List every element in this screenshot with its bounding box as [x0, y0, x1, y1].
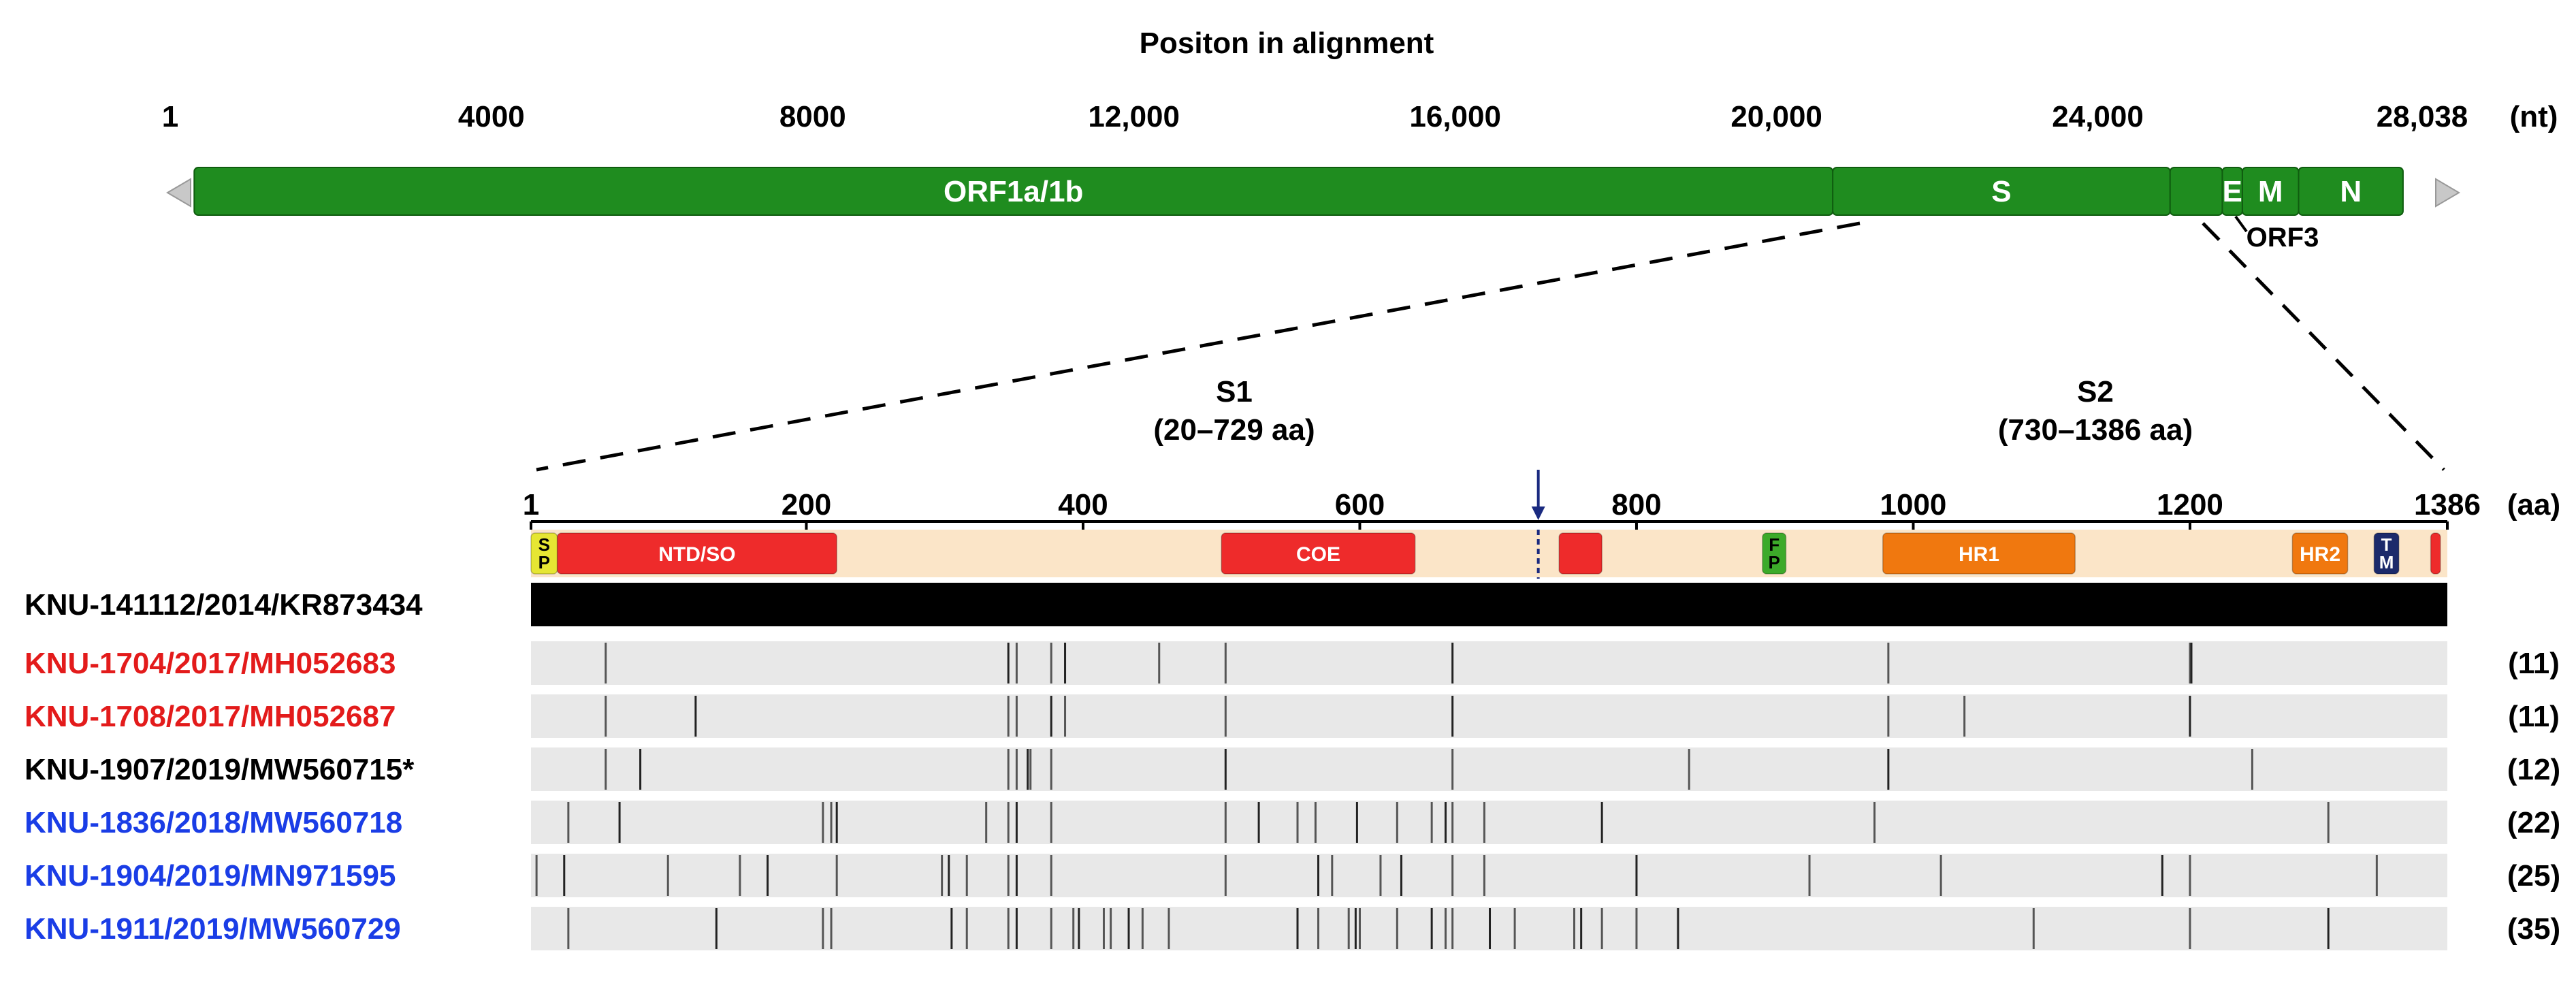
genome-tick-label: 24,000: [2052, 100, 2144, 133]
spike-domain: [2430, 532, 2441, 575]
mutation-count: (25): [2507, 859, 2560, 892]
strain-row: KNU-1904/2019/MN971595 (25): [25, 854, 2560, 897]
genome-tick-label: 16,000: [1409, 100, 1501, 133]
genome-tick-label: 1: [162, 100, 178, 133]
spike-domain: [2291, 532, 2349, 575]
spike-domain: [1221, 532, 1416, 575]
spike-unit-label: (aa): [2507, 488, 2560, 521]
spike-domain: [1882, 532, 2076, 575]
zoom-line-right: [2202, 222, 2445, 471]
spike-domain: [556, 532, 837, 575]
spike-band-background: [531, 530, 2447, 577]
genome-tick-label: 28,038: [2377, 100, 2468, 133]
spike-domain-band: S P NTD/SO COE F P HR1 HR2 T M: [530, 470, 2447, 579]
strain-row: KNU-1836/2018/MW560718 (22): [25, 801, 2560, 844]
genome-tick-label: 12,000: [1088, 100, 1180, 133]
gene-label: E: [2223, 175, 2242, 208]
spike-domain: [1558, 532, 1603, 575]
mutation-count: (22): [2507, 806, 2560, 839]
spike-axis: 1 200 400 600 800 1000 1200 1386: [523, 488, 2481, 530]
strain-row: KNU-1907/2019/MW560715* (12): [25, 747, 2560, 791]
strain-sequence-bar: [531, 801, 2447, 844]
strain-sequence-bar: [531, 747, 2447, 791]
spike-tick-label: 400: [1058, 488, 1108, 521]
strain-name: KNU-1708/2017/MH052687: [25, 700, 396, 733]
strain-sequence-bar: [531, 583, 2447, 626]
spike-tick-label: 1: [523, 488, 539, 521]
spike-domain-label: HR1: [1959, 543, 1999, 566]
spike-tick-label: 600: [1335, 488, 1385, 521]
strain-sequence-bar: [531, 854, 2447, 897]
gene-label: S: [1991, 175, 2011, 208]
strain-row: KNU-1704/2017/MH052683 (11): [25, 641, 2560, 685]
genome-tick-label: 4000: [458, 100, 525, 133]
strain-name: KNU-1904/2019/MN971595: [25, 859, 396, 892]
genome-map: ORF1a/1b S E M N: [166, 167, 2460, 216]
mutation-count: (11): [2508, 647, 2560, 680]
genome-tick-label: 8000: [779, 100, 846, 133]
gene-label: M: [2258, 175, 2283, 208]
mutation-count: (12): [2507, 753, 2560, 786]
s2-label: S2: [2077, 375, 2114, 408]
spike-domain: [1762, 532, 1787, 575]
spike-tick-label: 800: [1611, 488, 1661, 521]
mutation-count: (35): [2507, 912, 2560, 946]
gene-boxes: ORF1a/1b S E M N: [193, 167, 2404, 216]
strain-name: KNU-1836/2018/MW560718: [25, 806, 402, 839]
spike-domain-label: NTD/SO: [658, 543, 735, 566]
strain-mutation-rows: KNU-141112/2014/KR873434 KNU-1704/2017/MH…: [25, 583, 2560, 950]
strain-name: KNU-1911/2019/MW560729: [25, 912, 401, 946]
spike-domain-label: COE: [1296, 543, 1340, 566]
gene-label: N: [2340, 175, 2362, 208]
strain-row: KNU-141112/2014/KR873434: [25, 583, 2447, 626]
strain-row: KNU-1911/2019/MW560729 (35): [25, 907, 2560, 950]
genome-tick-label: 20,000: [1730, 100, 1822, 133]
spike-domain: [2373, 532, 2400, 575]
spike-tick-label: 200: [782, 488, 831, 521]
zoom-line-left: [536, 221, 1861, 472]
spike-tick-label: 1200: [2157, 488, 2223, 521]
utr-3-arrow: [2435, 178, 2460, 208]
cleavage-arrow-head: [1531, 506, 1545, 520]
strain-row: KNU-1708/2017/MH052687 (11): [25, 694, 2560, 738]
gene-box: [2298, 167, 2404, 216]
figure-title: Positon in alignment: [1140, 27, 1434, 60]
strain-sequence-bar: [531, 694, 2447, 738]
mutation-count: (11): [2508, 700, 2560, 733]
genome-unit-label: (nt): [2510, 100, 2558, 133]
gene-box: [2169, 167, 2223, 216]
gene-label: ORF1a/1b: [944, 175, 1083, 208]
s1-range: (20–729 aa): [1153, 413, 1315, 447]
strain-name: KNU-1907/2019/MW560715*: [25, 753, 415, 786]
strain-sequence-bar: [531, 641, 2447, 685]
spike-tick-label: 1000: [1880, 488, 1947, 521]
s1-label: S1: [1216, 375, 1253, 408]
strain-name: KNU-1704/2017/MH052683: [25, 647, 396, 680]
spike-tick-label: 1386: [2414, 488, 2481, 521]
orf3-label: ORF3: [2247, 223, 2319, 253]
orf3-pointer: [2234, 215, 2248, 233]
spike-domain-label: HR2: [2300, 543, 2340, 566]
strain-name: KNU-141112/2014/KR873434: [25, 588, 423, 622]
s2-range: (730–1386 aa): [1998, 413, 2193, 447]
genome-axis: 1 4000 8000 12,000 16,000 20,000 24,000 28,038: [162, 100, 2468, 133]
utr-5-arrow: [166, 178, 191, 208]
